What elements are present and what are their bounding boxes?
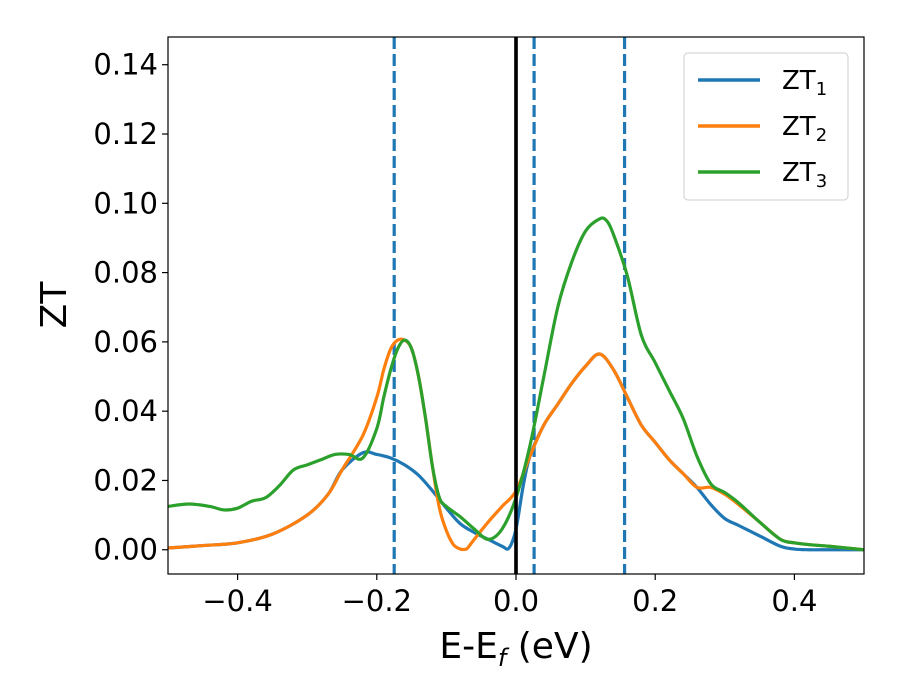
y-tick-label: 0.12 xyxy=(93,117,158,151)
legend-label-zt3: ZT3 xyxy=(782,158,827,192)
x-axis-ticks: −0.4 −0.2 0.0 0.2 0.4 xyxy=(202,574,817,618)
x-tick-label: 0.4 xyxy=(771,584,817,618)
y-tick-label: 0.00 xyxy=(93,533,158,567)
x-axis-label-suffix: (eV) xyxy=(506,626,592,667)
y-tick-label: 0.04 xyxy=(93,394,158,428)
y-axis-ticks: 0.00 0.02 0.04 0.06 0.08 0.10 0.12 0.14 xyxy=(93,48,168,567)
y-tick-label: 0.02 xyxy=(93,463,158,497)
x-tick-label: −0.2 xyxy=(342,584,412,618)
series-line-zt3 xyxy=(168,216,864,552)
x-tick-label: 0.2 xyxy=(632,584,678,618)
series-line-zt2 xyxy=(168,337,864,552)
y-tick-label: 0.06 xyxy=(93,325,158,359)
legend-label-subscript: 1 xyxy=(816,79,827,100)
x-axis-label: E-Ef (eV) xyxy=(439,626,592,672)
y-tick-label: 0.14 xyxy=(93,48,158,82)
legend-label-subscript: 3 xyxy=(816,171,827,192)
reference-lines xyxy=(392,37,627,574)
series-layer xyxy=(168,37,864,574)
y-tick-label: 0.10 xyxy=(93,186,158,220)
legend-label-zt2: ZT2 xyxy=(782,112,827,146)
x-tick-label: 0.0 xyxy=(493,584,539,618)
x-axis-label-main: E-E xyxy=(439,626,497,667)
legend-label-main: ZT xyxy=(782,158,816,188)
legend-label-zt1: ZT1 xyxy=(782,66,827,100)
y-axis-label: ZT xyxy=(34,281,75,329)
y-tick-label: 0.08 xyxy=(93,256,158,290)
legend-label-subscript: 2 xyxy=(816,125,827,146)
legend-label-main: ZT xyxy=(782,66,816,96)
legend-box xyxy=(683,52,849,201)
legend-label-main: ZT xyxy=(782,112,816,142)
x-tick-label: −0.4 xyxy=(202,584,272,618)
